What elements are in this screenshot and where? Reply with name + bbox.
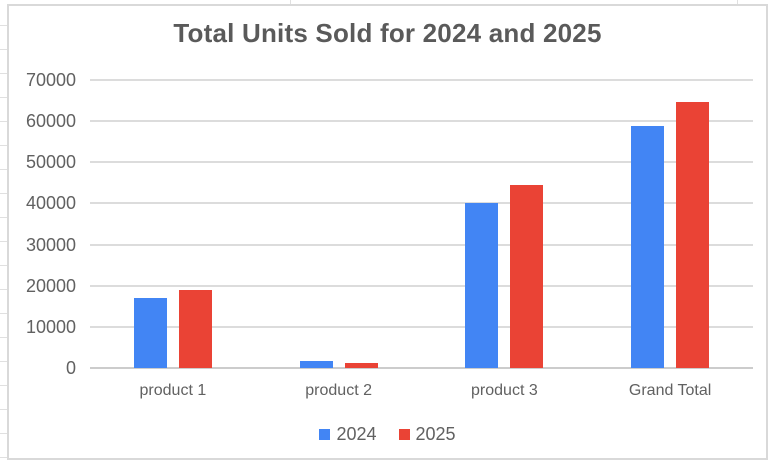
sheet-row-gridline xyxy=(0,289,7,290)
sheet-row-gridline xyxy=(0,49,7,50)
gridline-60000 xyxy=(90,120,753,123)
sheet-row-gridline xyxy=(0,409,7,410)
y-tick-label-70000: 70000 xyxy=(25,70,76,90)
legend-label-2025: 2025 xyxy=(415,424,456,444)
sheet-row-gridline xyxy=(0,361,7,362)
sheet-column-gridline xyxy=(737,0,738,4)
gridline-20000 xyxy=(90,284,753,287)
sheet-row-gridline xyxy=(0,121,7,122)
y-tick-label-30000: 30000 xyxy=(25,234,76,255)
x-tick-label-product-3: product 3 xyxy=(471,382,538,399)
y-tick-label-50000: 50000 xyxy=(25,152,76,173)
legend-label-2024: 2024 xyxy=(336,424,377,444)
bar-2025-product-2[interactable] xyxy=(344,363,378,368)
y-tick-label-60000: 60000 xyxy=(25,111,76,132)
legend-item-2024[interactable]: 2024 xyxy=(319,424,377,445)
sheet-row-gridline xyxy=(0,457,7,458)
bar-2025-product-3[interactable] xyxy=(510,184,544,368)
y-tick-label-0: 0 xyxy=(65,358,76,378)
bar-2024-grand-total[interactable] xyxy=(631,126,665,368)
x-tick-label-product-2: product 2 xyxy=(305,382,372,399)
y-tick-label-40000: 40000 xyxy=(25,193,76,214)
legend-item-2025[interactable]: 2025 xyxy=(398,424,456,445)
plot-area xyxy=(90,79,753,369)
sheet-row-gridline xyxy=(0,97,7,98)
sheet-row-gridline xyxy=(0,433,7,434)
gridline-0 xyxy=(90,367,753,369)
sheet-row-gridline xyxy=(0,25,7,26)
legend: 2024 2025 xyxy=(9,424,766,445)
gridline-30000 xyxy=(90,243,753,246)
x-tick-label-product-1: product 1 xyxy=(139,382,207,399)
sheet-row-gridline xyxy=(0,73,7,74)
sheet-row-gridline xyxy=(0,313,7,314)
y-tick-label-10000: 10000 xyxy=(25,316,76,337)
legend-swatch-2025 xyxy=(398,429,410,440)
sheet-column-gridline xyxy=(290,0,291,4)
sheet-row-gridline xyxy=(0,241,7,242)
sheet-row-gridline xyxy=(0,145,7,146)
gridline-40000 xyxy=(90,202,753,205)
bar-2025-grand-total[interactable] xyxy=(676,102,710,368)
bar-2024-product-3[interactable] xyxy=(465,203,499,368)
sheet-row-gridline xyxy=(0,169,7,170)
sheet-row-gridline xyxy=(0,265,7,266)
bar-2024-product-2[interactable] xyxy=(299,360,333,368)
x-tick-label-grand-total: Grand Total xyxy=(628,382,712,399)
legend-swatch-2024 xyxy=(319,429,331,440)
sheet-row-gridline xyxy=(0,217,7,218)
bar-2024-product-1[interactable] xyxy=(133,298,167,368)
sheet-row-gridline xyxy=(0,337,7,338)
chart[interactable]: Total Units Sold for 2024 and 2025 0 1000… xyxy=(7,4,768,460)
gridline-50000 xyxy=(90,161,753,164)
chart-title: Total Units Sold for 2024 and 2025 xyxy=(173,18,602,48)
gridline-70000 xyxy=(90,79,753,81)
gridline-10000 xyxy=(90,325,753,328)
sheet-row-gridline xyxy=(0,385,7,386)
sheet-row-gridline xyxy=(0,193,7,194)
y-tick-label-20000: 20000 xyxy=(25,275,76,296)
bar-2025-product-1[interactable] xyxy=(178,289,212,368)
